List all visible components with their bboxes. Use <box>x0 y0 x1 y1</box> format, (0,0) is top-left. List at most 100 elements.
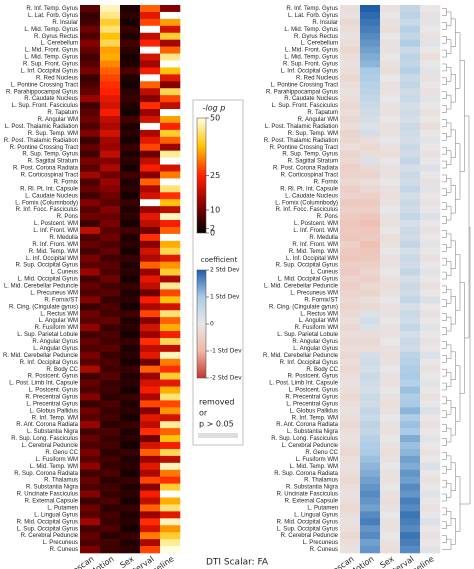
heatmap-cell <box>380 351 401 360</box>
dendrogram-branch <box>442 133 447 141</box>
heatmap-cell <box>120 206 141 214</box>
heatmap-cell <box>340 102 361 110</box>
heatmap-cell <box>100 317 121 325</box>
heatmap-cell <box>160 5 181 13</box>
heatmap-cell <box>340 206 361 214</box>
dendrogram-branch <box>442 452 447 460</box>
heatmap-cell <box>80 25 101 34</box>
heatmap-cell <box>100 428 121 436</box>
heatmap-cell <box>80 102 101 110</box>
heatmap-cell <box>360 504 381 512</box>
heatmap-cell <box>160 310 181 318</box>
heatmap-cell <box>140 428 161 436</box>
row-label: R. Red Nucleus <box>296 75 338 81</box>
heatmap-cell <box>140 143 161 151</box>
heatmap-cell <box>420 365 441 373</box>
dendrogram-branch <box>442 91 447 99</box>
row-label: R. Inf. Front. WM <box>32 242 78 248</box>
heatmap-cell <box>400 136 421 145</box>
heatmap-cell <box>360 115 381 124</box>
row-label: R. Sup. Occipital Gyrus <box>276 263 338 269</box>
heatmap-cell <box>340 109 361 117</box>
heatmap-cell <box>120 157 141 165</box>
heatmap-cell <box>160 358 181 367</box>
heatmap-cell <box>420 115 441 124</box>
row-label: L. Inf. Occipital Gyrus <box>281 68 338 74</box>
heatmap-cell <box>380 53 401 61</box>
heatmap-cell <box>360 455 381 464</box>
heatmap-cell <box>340 67 361 75</box>
dendrogram-branch <box>442 368 447 377</box>
row-label: L. Cerebellum <box>301 41 338 47</box>
heatmap-cell <box>140 157 161 165</box>
heatmap-cell <box>400 462 421 471</box>
heatmap-cell <box>160 115 181 124</box>
heatmap-cell <box>380 122 401 131</box>
heatmap-cell <box>360 386 381 394</box>
heatmap-cell <box>380 39 401 47</box>
heatmap-cell <box>400 46 421 54</box>
heatmap-cell <box>400 414 421 422</box>
heatmap-cell <box>80 351 101 360</box>
heatmap-cell <box>140 192 161 200</box>
heatmap-cell <box>360 254 381 262</box>
heatmap-cell <box>340 469 361 477</box>
heatmap-cell <box>420 275 441 283</box>
heatmap-cell <box>160 268 181 276</box>
heatmap-cell <box>420 337 441 346</box>
heatmap-cell <box>360 192 381 200</box>
colorbar-tick-label: 10 <box>210 206 220 215</box>
heatmap-cell <box>360 268 381 276</box>
heatmap-cell <box>340 358 361 367</box>
heatmap-cell <box>400 275 421 283</box>
heatmap-cell <box>140 303 161 311</box>
heatmap-cell <box>120 337 141 346</box>
heatmap-cell <box>380 448 401 457</box>
heatmap-cell <box>360 60 381 68</box>
dendrogram-branch <box>442 216 447 224</box>
heatmap-cell <box>160 226 181 235</box>
heatmap-cell <box>360 226 381 235</box>
dendrogram-branch <box>442 35 447 44</box>
row-label: R. Ant. Corona Radiata <box>16 422 78 428</box>
heatmap-cell <box>360 81 381 89</box>
row-label: R. Corticospinal Tract <box>281 173 339 179</box>
dendrogram-branch <box>442 341 447 349</box>
row-label: L. Globus Pallidus <box>30 408 78 414</box>
row-label: L. Caudate Nucleus <box>25 193 78 199</box>
row-label: R. Gyrus Rectus <box>34 34 78 40</box>
heatmap-cell <box>420 122 441 131</box>
colorbar-tick-label: 2 Std Dev <box>210 267 240 274</box>
heatmap-cell <box>380 60 401 68</box>
heatmap-cell <box>400 393 421 401</box>
heatmap-cell <box>120 462 141 471</box>
heatmap-cell <box>400 5 421 13</box>
row-label: L. Fornix (Columnbody) <box>275 200 338 206</box>
dendrogram-branch <box>442 146 447 155</box>
heatmap-cell <box>160 240 181 249</box>
heatmap-cell <box>80 247 101 256</box>
row-label: L. Sup. Parietal Lobule <box>277 332 338 338</box>
heatmap-cell <box>120 310 141 318</box>
heatmap-cell <box>140 386 161 394</box>
heatmap-cell <box>420 462 441 471</box>
heatmap-cell <box>140 129 161 138</box>
heatmap-cell <box>100 136 121 145</box>
heatmap-cell <box>100 476 121 484</box>
heatmap-cell <box>380 490 401 498</box>
heatmap-cell <box>400 324 421 332</box>
row-label: R. Ant. Corona Radiata <box>276 422 338 428</box>
heatmap-cell <box>400 490 421 498</box>
heatmap-cell <box>340 518 361 526</box>
heatmap-cell <box>340 220 361 228</box>
heatmap-cell <box>340 532 361 540</box>
heatmap-cell <box>80 39 101 47</box>
dendrogram-branch <box>455 143 461 200</box>
heatmap-cell <box>100 435 121 443</box>
heatmap-cell <box>160 81 181 89</box>
heatmap-cell <box>80 171 101 179</box>
heatmap-cell <box>400 442 421 450</box>
heatmap-cell <box>160 324 181 332</box>
dendrogram-branch <box>442 285 447 294</box>
